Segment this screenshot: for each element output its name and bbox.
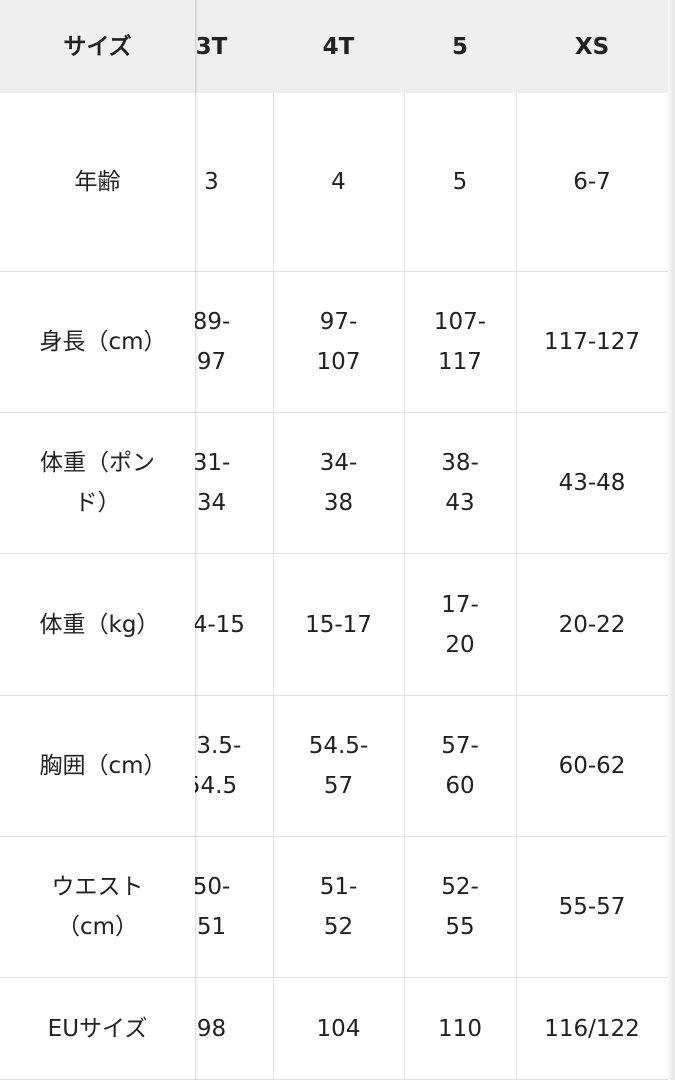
cell-text: 4 xyxy=(331,169,346,195)
table-cell: 89-97 xyxy=(150,272,273,413)
cell-text: 98 xyxy=(196,1015,227,1042)
cell-text: 104 xyxy=(316,1015,361,1042)
cell-text: 116/122 xyxy=(544,1015,640,1042)
row-label: ウエスト（cm） xyxy=(0,837,195,978)
table-cell: 4 xyxy=(273,93,404,272)
cell-text: 20-22 xyxy=(558,611,626,638)
cell-text: 体重（kg） xyxy=(39,611,160,638)
table-cell: 60-62 xyxy=(516,696,668,837)
column-divider xyxy=(273,93,274,1080)
cell-text: 体重（ポンド） xyxy=(40,450,155,516)
table-cell: 54.5-57 xyxy=(273,696,404,837)
table-cell: 51-52 xyxy=(273,837,404,978)
cell-text: 38-43 xyxy=(441,450,479,516)
cell-text: 17-20 xyxy=(441,591,479,658)
cell-text: 6-7 xyxy=(573,169,611,195)
cell-text: サイズ xyxy=(63,33,132,60)
cell-text: 50-51 xyxy=(192,874,231,940)
cell-text: 31-34 xyxy=(192,450,231,516)
cell-text: 43-48 xyxy=(558,470,626,496)
table-cell: 43-48 xyxy=(516,413,668,554)
cell-text: 身長（cm） xyxy=(39,329,167,355)
table-cell: 5 xyxy=(404,93,516,272)
cell-text: 60-62 xyxy=(558,753,626,779)
table-cell: 3 xyxy=(150,93,273,272)
table-cell: 117-127 xyxy=(516,272,668,413)
cell-text: 89-97 xyxy=(192,309,231,375)
table-cell: 55-57 xyxy=(516,837,668,978)
table-cell: 38-43 xyxy=(404,413,516,554)
row-label: 体重（kg） xyxy=(0,554,195,696)
cell-text: 15-17 xyxy=(305,611,372,638)
cell-text: 年齢 xyxy=(74,169,121,195)
cell-text: 97-107 xyxy=(316,309,361,375)
row-label: 身長（cm） xyxy=(0,272,195,413)
table-cell: 20-22 xyxy=(516,554,668,696)
table-cell: 107-117 xyxy=(404,272,516,413)
table-cell: 15-17 xyxy=(273,554,404,696)
table-cell: 6-7 xyxy=(516,93,668,272)
header-cell: サイズ xyxy=(0,0,195,93)
row-label: 胸囲（cm） xyxy=(0,696,195,837)
table-cell: 116/122 xyxy=(516,978,668,1080)
cell-text: 57-60 xyxy=(441,733,479,799)
table-cell: 50-51 xyxy=(150,837,273,978)
table-cell: 34-38 xyxy=(273,413,404,554)
cell-text: 3T xyxy=(195,33,228,60)
row-label: 年齢 xyxy=(0,93,195,272)
table-cell: 110 xyxy=(404,978,516,1080)
cell-text: EUサイズ xyxy=(47,1015,148,1042)
cell-text: 110 xyxy=(438,1015,482,1042)
column-divider xyxy=(516,93,517,1080)
cell-text: 5 xyxy=(451,33,468,60)
cell-text: 胸囲（cm） xyxy=(39,753,167,779)
row-label: 体重（ポンド） xyxy=(0,413,195,554)
cell-text: 107-117 xyxy=(433,309,487,375)
cell-text: ウエスト（cm） xyxy=(51,874,144,940)
table-cell: 52-55 xyxy=(404,837,516,978)
table-cell: 17-20 xyxy=(404,554,516,696)
cell-text: 4T xyxy=(322,33,355,60)
cell-text: XS xyxy=(574,33,610,60)
table-cell: 57-60 xyxy=(404,696,516,837)
header-cell: XS xyxy=(516,0,668,93)
scroll-shadow xyxy=(666,0,675,1080)
table-cell: 97-107 xyxy=(273,272,404,413)
cell-text: 52-55 xyxy=(441,874,479,940)
column-divider xyxy=(404,93,405,1080)
cell-text: 34-38 xyxy=(319,450,358,516)
cell-text: 54.5-57 xyxy=(308,733,369,799)
header-cell: 5 xyxy=(404,0,516,93)
cell-text: 117-127 xyxy=(543,329,641,355)
cell-text: 51-52 xyxy=(319,874,358,940)
table-cell: 31-34 xyxy=(150,413,273,554)
header-cell: 4T xyxy=(273,0,404,93)
cell-text: 55-57 xyxy=(558,894,626,920)
row-label: EUサイズ xyxy=(0,978,195,1080)
table-cell: 104 xyxy=(273,978,404,1080)
cell-text: 3 xyxy=(204,169,219,195)
cell-text: 5 xyxy=(452,169,468,195)
sticky-shadow xyxy=(195,0,198,1080)
